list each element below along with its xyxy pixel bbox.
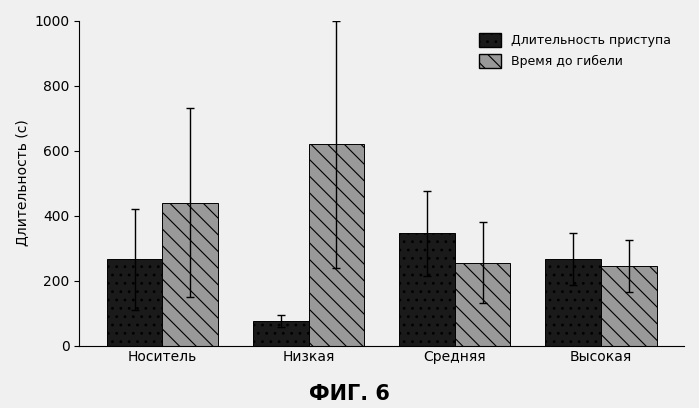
Bar (253, 321, 309, 346)
Bar (545, 259, 601, 346)
Legend: Длительность приступа, Время до гибели: Длительность приступа, Время до гибели (473, 27, 678, 74)
Bar (309, 144, 364, 346)
Bar (162, 202, 218, 346)
Bar (455, 263, 510, 346)
Bar (399, 233, 455, 346)
Y-axis label: Длительность (с): Длительность (с) (15, 120, 29, 246)
Bar (601, 266, 656, 346)
Bar (107, 259, 162, 346)
Text: ФИГ. 6: ФИГ. 6 (309, 384, 390, 404)
